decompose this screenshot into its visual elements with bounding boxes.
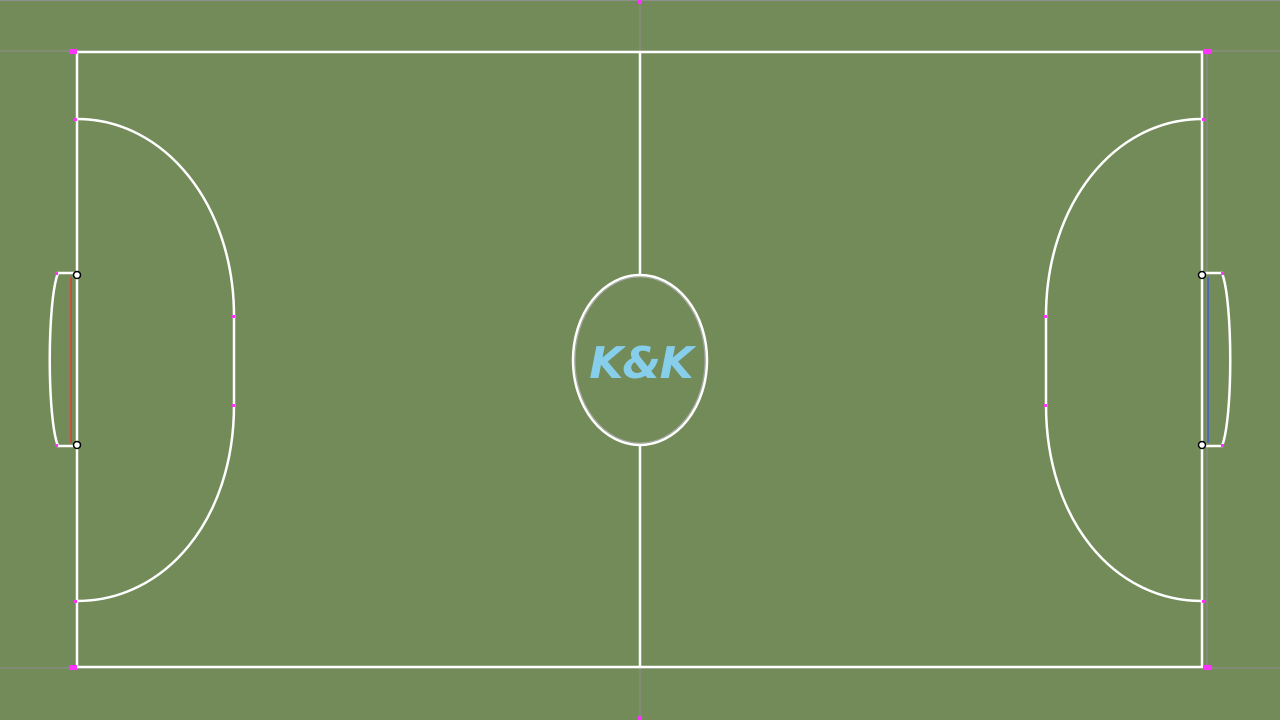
area-marker[interactable] bbox=[232, 404, 235, 407]
right-goal-net bbox=[1202, 271, 1232, 448]
center-logo: K&K bbox=[589, 338, 696, 389]
right-goal-post-top[interactable] bbox=[1197, 270, 1207, 280]
center-marker[interactable] bbox=[638, 716, 642, 720]
right-goal-post-bottom[interactable] bbox=[1197, 440, 1207, 450]
center-marker[interactable] bbox=[638, 0, 642, 4]
left-goal-net bbox=[48, 271, 77, 448]
goal-marker[interactable] bbox=[55, 444, 58, 447]
center-circle-outline bbox=[574, 276, 706, 444]
area-marker[interactable] bbox=[232, 315, 235, 318]
area-marker[interactable] bbox=[1202, 118, 1205, 121]
center-circle bbox=[571, 273, 709, 447]
goal-marker[interactable] bbox=[1221, 272, 1224, 275]
left-goal-post-bottom[interactable] bbox=[72, 440, 82, 450]
right-penalty-area bbox=[1044, 117, 1203, 603]
area-marker[interactable] bbox=[74, 118, 77, 121]
left-goal-post-top[interactable] bbox=[72, 270, 82, 280]
goal-posts bbox=[72, 270, 1207, 450]
area-marker[interactable] bbox=[1202, 600, 1205, 603]
corner-marker[interactable] bbox=[1203, 49, 1211, 54]
area-marker[interactable] bbox=[1044, 315, 1047, 318]
corner-marker[interactable] bbox=[69, 49, 77, 54]
goal-marker[interactable] bbox=[55, 272, 58, 275]
goal-marker[interactable] bbox=[1221, 444, 1224, 447]
corner-marker[interactable] bbox=[1203, 665, 1211, 670]
area-marker[interactable] bbox=[74, 600, 77, 603]
corner-marker[interactable] bbox=[69, 665, 77, 670]
editor-markers bbox=[55, 0, 1224, 720]
left-penalty-area bbox=[76, 117, 236, 603]
area-marker[interactable] bbox=[1044, 404, 1047, 407]
pitch-lines bbox=[48, 50, 1232, 669]
